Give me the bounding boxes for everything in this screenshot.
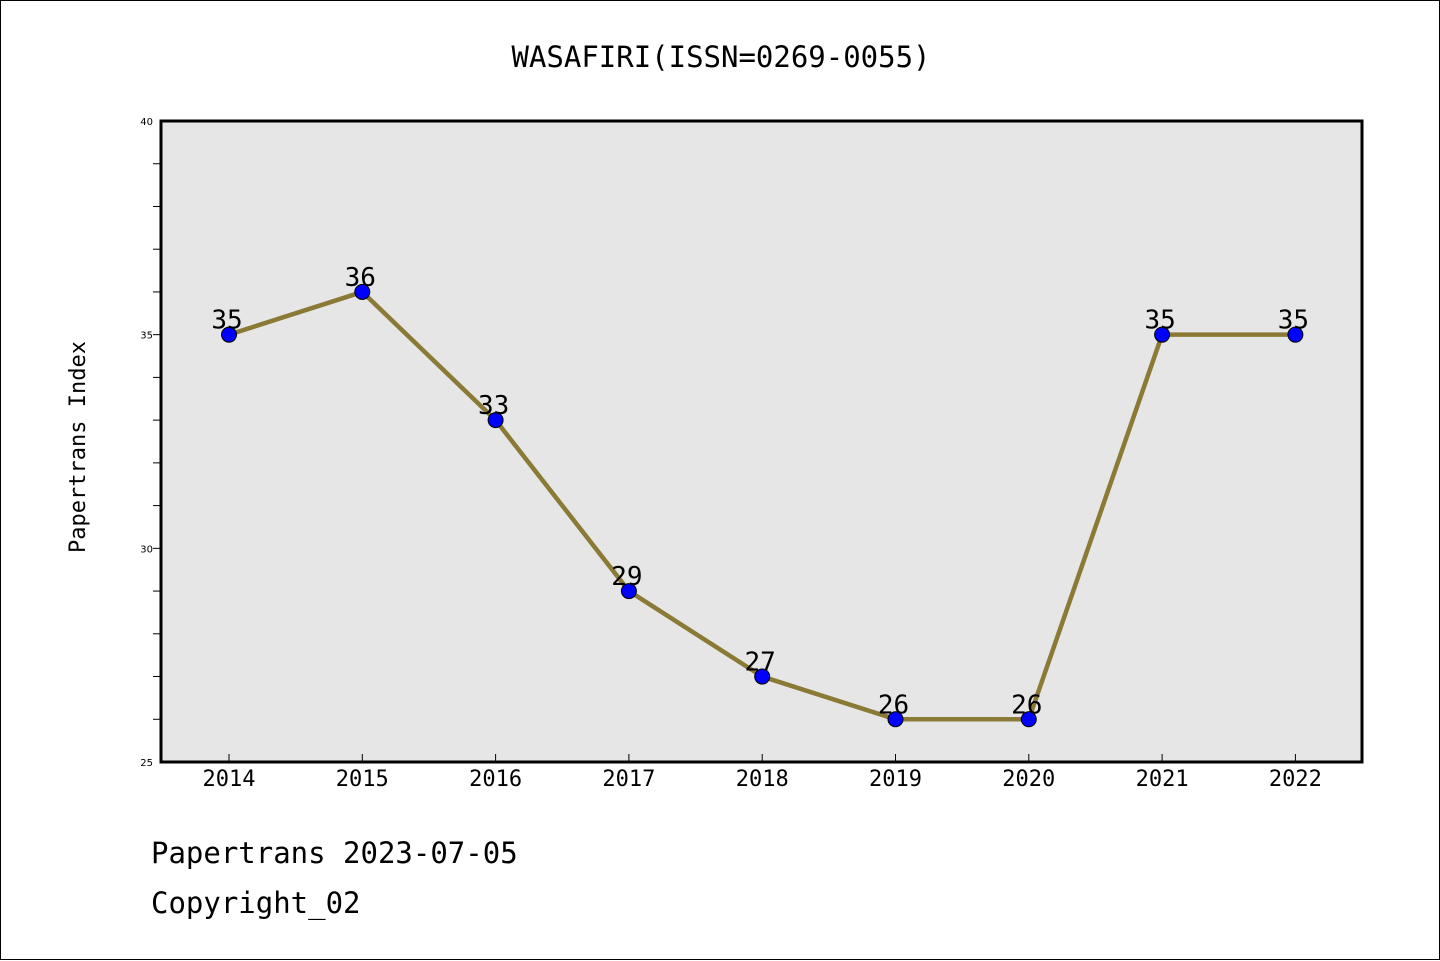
data-label: 27 — [745, 648, 776, 678]
footer-copyright: Copyright_02 — [151, 886, 361, 920]
y-tick-label: 30 — [140, 544, 153, 555]
data-label: 26 — [1011, 690, 1042, 720]
footer-date: Papertrans 2023-07-05 — [151, 836, 518, 870]
chart-title: WASAFIRI(ISSN=0269-0055) — [511, 40, 930, 74]
y-tick-label: 35 — [140, 331, 153, 342]
x-tick-label: 2016 — [469, 767, 522, 792]
x-tick-label: 2014 — [203, 767, 256, 792]
x-tick-label: 2021 — [1136, 767, 1189, 792]
x-tick-label: 2018 — [736, 767, 789, 792]
y-axis-tick-labels: 25 30 35 40 — [140, 117, 153, 769]
x-axis-tick-labels: 2014 2015 2016 2017 2018 2019 2020 2021 2022 — [203, 767, 1322, 792]
data-point — [1154, 326, 1171, 343]
data-label: 35 — [1278, 306, 1309, 336]
plot-area — [161, 121, 1362, 762]
plot-border — [159, 119, 1364, 764]
x-tick-label: 2015 — [336, 767, 389, 792]
x-tick-label: 2022 — [1269, 767, 1322, 792]
x-tick-label: 2019 — [869, 767, 922, 792]
data-point — [487, 412, 504, 429]
data-label: 35 — [1144, 306, 1175, 336]
y-tick-label: 40 — [140, 117, 153, 128]
x-tick-label: 2017 — [602, 767, 655, 792]
data-label: 36 — [345, 263, 376, 293]
y-axis-label: Papertrans Index — [66, 341, 91, 553]
data-point — [1287, 326, 1304, 343]
data-point — [221, 326, 237, 343]
data-labels: 35 36 33 29 27 26 26 35 35 — [211, 263, 1309, 720]
data-point — [887, 711, 904, 728]
data-point — [620, 583, 637, 600]
data-markers — [221, 283, 1304, 728]
data-label: 26 — [878, 690, 909, 720]
data-point — [754, 668, 771, 685]
data-label: 33 — [478, 391, 509, 421]
data-point — [354, 283, 371, 300]
x-tick-label: 2020 — [1002, 767, 1055, 792]
data-label: 35 — [211, 306, 242, 336]
data-label: 29 — [611, 562, 642, 592]
data-point — [1020, 711, 1037, 728]
y-tick-label: 25 — [140, 758, 153, 769]
